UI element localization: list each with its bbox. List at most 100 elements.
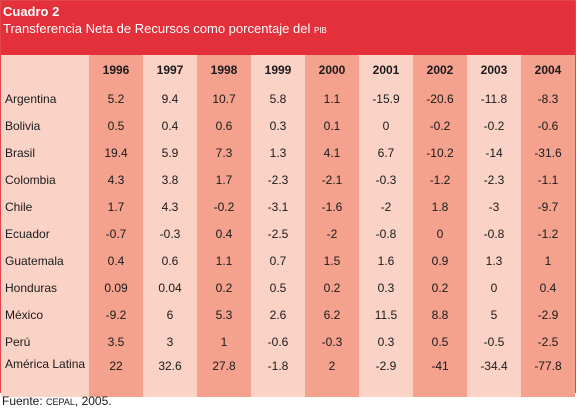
value-cell: 4.3 xyxy=(143,193,197,220)
country-cell: América Latina xyxy=(1,355,89,397)
value-cell: 0.2 xyxy=(197,274,251,301)
value-cell: 19.4 xyxy=(89,139,143,166)
header-year: 2003 xyxy=(467,55,521,85)
value-cell: 0.3 xyxy=(359,328,413,355)
source-note: Fuente: CEPAL, 2005. xyxy=(2,394,112,409)
value-cell: -2.9 xyxy=(521,301,575,328)
value-cell: 1 xyxy=(521,247,575,274)
value-cell: 5 xyxy=(467,301,521,328)
value-cell: 1.7 xyxy=(89,193,143,220)
value-cell: -2.5 xyxy=(251,220,305,247)
header-year: 2004 xyxy=(521,55,575,85)
value-cell: 3 xyxy=(143,328,197,355)
value-cell: -15.9 xyxy=(359,85,413,112)
value-cell: 0.9 xyxy=(413,247,467,274)
value-cell: 1 xyxy=(197,328,251,355)
value-cell: 3.8 xyxy=(143,166,197,193)
value-cell: -31.6 xyxy=(521,139,575,166)
value-cell: -0.2 xyxy=(413,112,467,139)
value-cell: 0 xyxy=(413,220,467,247)
value-cell: 0.1 xyxy=(305,112,359,139)
value-cell: 3.5 xyxy=(89,328,143,355)
value-cell: -0.7 xyxy=(89,220,143,247)
value-cell: -3.1 xyxy=(251,193,305,220)
value-cell: 0.5 xyxy=(251,274,305,301)
value-cell: 4.3 xyxy=(89,166,143,193)
value-cell: -8.3 xyxy=(521,85,575,112)
table-row: Perú 3.5 3 1 -0.6 -0.3 0.3 0.5 -0.5 -2.5 xyxy=(1,328,575,355)
value-cell: 6.2 xyxy=(305,301,359,328)
value-cell: -14 xyxy=(467,139,521,166)
value-cell: 8.8 xyxy=(413,301,467,328)
value-cell: -1.2 xyxy=(521,220,575,247)
value-cell: 0.4 xyxy=(143,112,197,139)
country-cell: Guatemala xyxy=(1,247,89,274)
table-title-text: Transferencia Neta de Recursos como porc… xyxy=(3,21,311,36)
country-cell: Honduras xyxy=(1,274,89,301)
table-row: Chile 1.7 4.3 -0.2 -3.1 -1.6 -2 1.8 -3 -9.7 xyxy=(1,193,575,220)
value-cell: 0.6 xyxy=(143,247,197,274)
value-cell: 0.5 xyxy=(89,112,143,139)
value-cell: -3 xyxy=(467,193,521,220)
value-cell: -0.3 xyxy=(143,220,197,247)
value-cell: 1.6 xyxy=(359,247,413,274)
source-suffix: , 2005. xyxy=(74,394,112,408)
value-cell: 0 xyxy=(467,274,521,301)
value-cell: 1.8 xyxy=(413,193,467,220)
country-cell: Brasil xyxy=(1,139,89,166)
value-cell: -10.2 xyxy=(413,139,467,166)
country-cell: Chile xyxy=(1,193,89,220)
value-cell: 9.4 xyxy=(143,85,197,112)
country-cell: Argentina xyxy=(1,85,89,112)
table-label: Cuadro 2 xyxy=(3,4,60,19)
value-cell: -2.9 xyxy=(359,355,413,397)
value-cell: 0 xyxy=(359,112,413,139)
header-country xyxy=(1,55,89,85)
value-cell: -0.8 xyxy=(467,220,521,247)
table-row: América Latina 22 32.6 27.8 -1.8 2 -2.9 -41 -34.… xyxy=(1,355,575,397)
table-row: Guatemala 0.4 0.6 1.1 0.7 1.5 1.6 0.9 1.3 1 xyxy=(1,247,575,274)
header-year: 1998 xyxy=(197,55,251,85)
header-year: 2001 xyxy=(359,55,413,85)
table-body: Argentina 5.2 9.4 10.7 5.8 1.1 -15.9 -20.6 -11.8… xyxy=(1,85,575,397)
value-cell: -41 xyxy=(413,355,467,397)
value-cell: 0.3 xyxy=(359,274,413,301)
value-cell: -0.3 xyxy=(305,328,359,355)
header-year: 1999 xyxy=(251,55,305,85)
table-row: Bolivia 0.5 0.4 0.6 0.3 0.1 0 -0.2 -0.2 -0.6 xyxy=(1,112,575,139)
value-cell: -0.2 xyxy=(467,112,521,139)
value-cell: 11.5 xyxy=(359,301,413,328)
value-cell: -2 xyxy=(305,220,359,247)
value-cell: 1.1 xyxy=(305,85,359,112)
source-name: CEPAL xyxy=(46,397,75,407)
country-cell: Ecuador xyxy=(1,220,89,247)
header-year: 2000 xyxy=(305,55,359,85)
value-cell: -1.6 xyxy=(305,193,359,220)
value-cell: 1.1 xyxy=(197,247,251,274)
value-cell: -2.3 xyxy=(251,166,305,193)
value-cell: 0.04 xyxy=(143,274,197,301)
table-title: Transferencia Neta de Recursos como porc… xyxy=(3,20,575,39)
value-cell: 1.3 xyxy=(467,247,521,274)
value-cell: 0.5 xyxy=(413,328,467,355)
value-cell: 32.6 xyxy=(143,355,197,397)
value-cell: 0.6 xyxy=(197,112,251,139)
value-cell: 1.3 xyxy=(251,139,305,166)
header-year: 1996 xyxy=(89,55,143,85)
value-cell: 0.2 xyxy=(413,274,467,301)
value-cell: -77.8 xyxy=(521,355,575,397)
value-cell: 0.4 xyxy=(197,220,251,247)
value-cell: -0.2 xyxy=(197,193,251,220)
value-cell: 4.1 xyxy=(305,139,359,166)
value-cell: -1.8 xyxy=(251,355,305,397)
country-cell: Colombia xyxy=(1,166,89,193)
country-cell: Perú xyxy=(1,328,89,355)
value-cell: 7.3 xyxy=(197,139,251,166)
value-cell: 0.4 xyxy=(89,247,143,274)
country-cell: México xyxy=(1,301,89,328)
table-row: México -9.2 6 5.3 2.6 6.2 11.5 8.8 5 -2.9 xyxy=(1,301,575,328)
header-year: 1997 xyxy=(143,55,197,85)
value-cell: -1.2 xyxy=(413,166,467,193)
value-cell: 0.3 xyxy=(251,112,305,139)
value-cell: 6 xyxy=(143,301,197,328)
